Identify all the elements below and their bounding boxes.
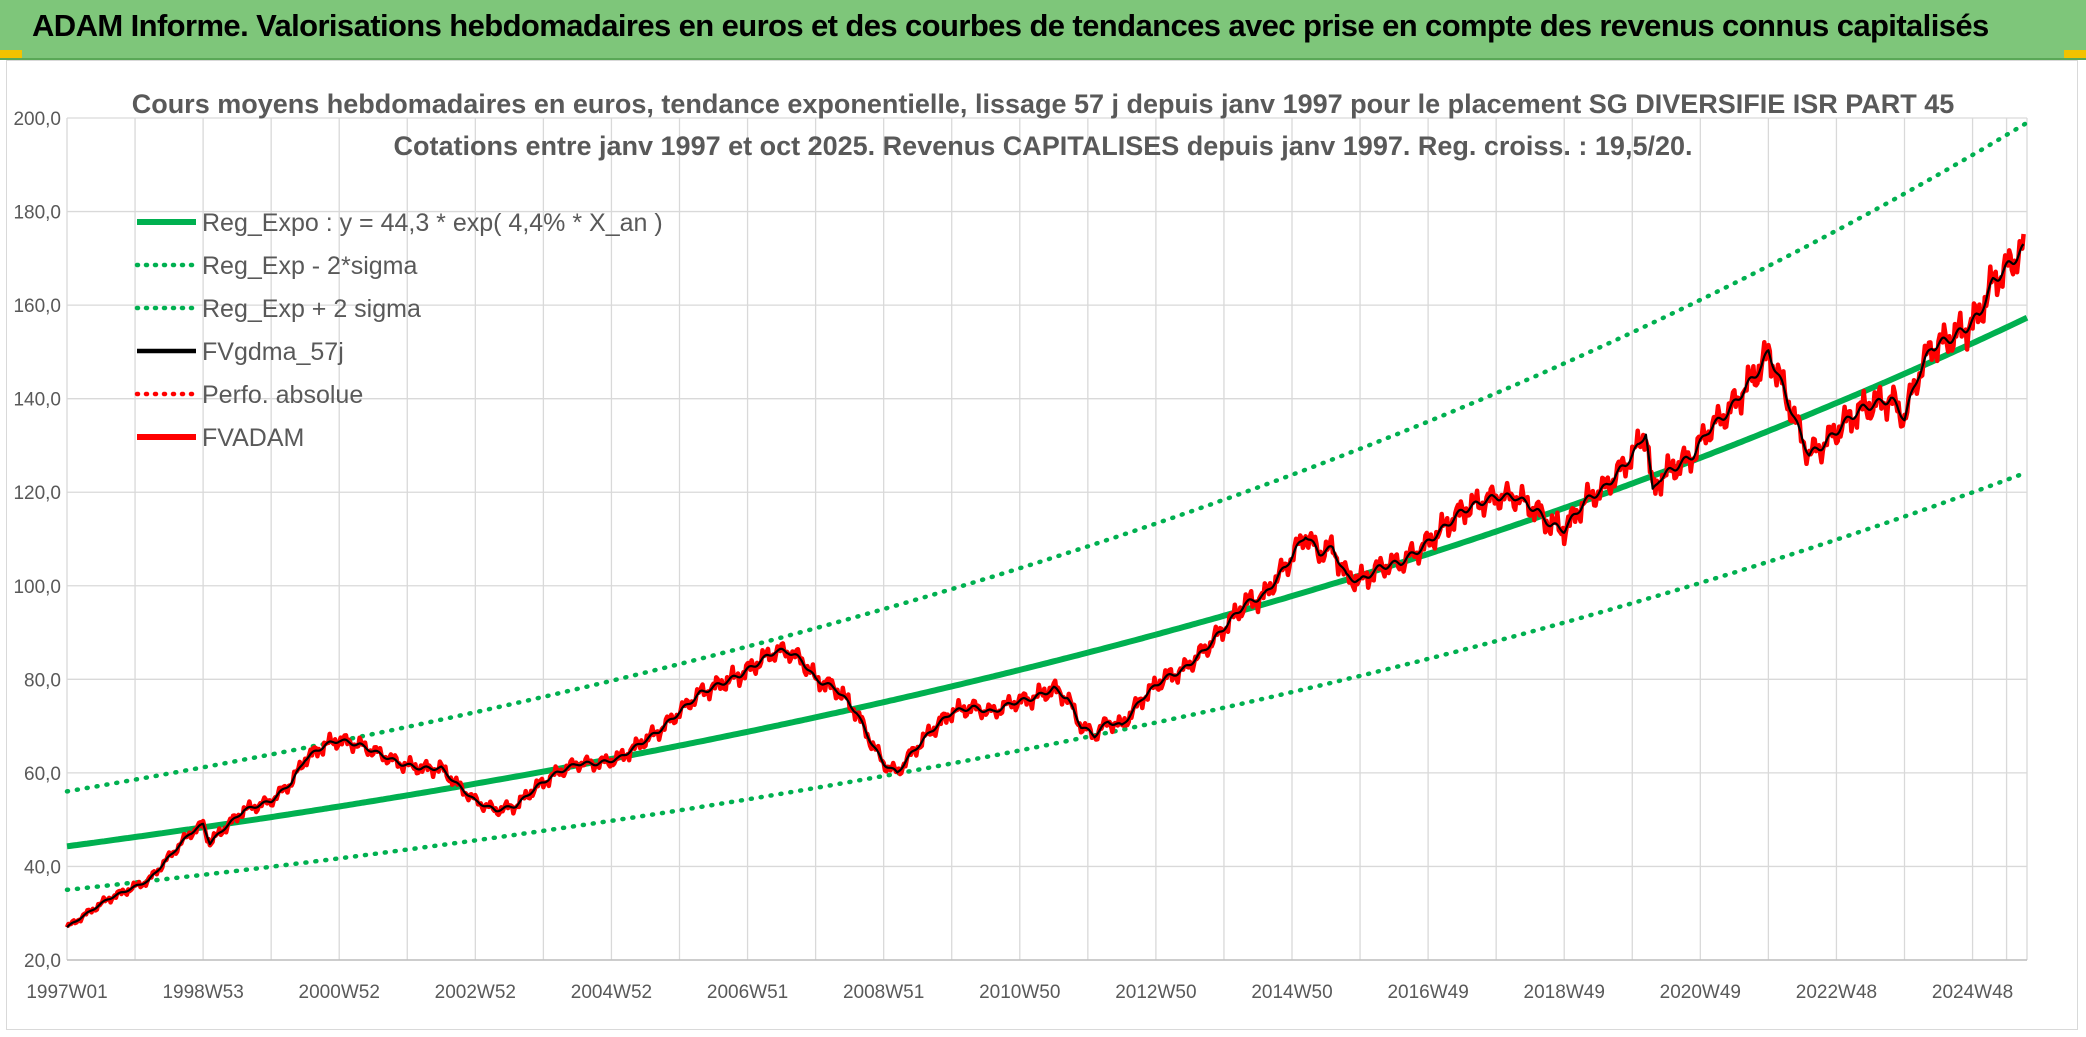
- y-tick-label: 200,0: [13, 109, 61, 130]
- x-tick-label: 2000W52: [299, 982, 380, 1003]
- legend-label: FVgdma_57j: [202, 338, 344, 366]
- legend-label: Perfo. absolue: [202, 381, 363, 409]
- x-tick-label: 1998W53: [162, 982, 243, 1003]
- y-tick-label: 80,0: [24, 670, 61, 691]
- x-tick-label: 2010W50: [979, 982, 1060, 1003]
- chart-title-line-1: Cours moyens hebdomadaires en euros, ten…: [132, 89, 1955, 119]
- y-tick-label: 20,0: [24, 951, 61, 972]
- legend-item: Perfo. absolue: [134, 381, 363, 409]
- legend-item: FVgdma_57j: [137, 338, 344, 366]
- x-tick-label: 2016W49: [1387, 982, 1468, 1003]
- chart-grid: [66, 117, 2028, 961]
- chart-legend: Reg_Expo : y = 44,3 * exp( 4,4% * X_an )…: [134, 209, 663, 452]
- x-axis-ticks: 1997W01 1998W53 2000W52 2002W52 2004W52 2006W…: [26, 982, 2013, 1003]
- legend-item: FVADAM: [137, 424, 304, 452]
- reg-exp-plus-2-sigma-line: [64, 120, 2030, 794]
- x-tick-label: 2012W50: [1115, 982, 1196, 1003]
- y-tick-label: 40,0: [24, 857, 61, 878]
- x-tick-label: 2014W50: [1251, 982, 1332, 1003]
- y-tick-label: 120,0: [13, 483, 61, 504]
- reg-exp-minus-2-sigma-line: [64, 469, 2030, 893]
- x-tick-label: 1997W01: [26, 982, 107, 1003]
- x-tick-label: 2002W52: [435, 982, 516, 1003]
- chart-frame: [6, 60, 2078, 1030]
- x-tick-label: 2024W48: [1932, 982, 2013, 1003]
- legend-item: Reg_Exp + 2 sigma: [134, 295, 421, 323]
- fvadam-line: [64, 233, 2026, 929]
- chart-series: [64, 120, 2030, 929]
- y-tick-label: 180,0: [13, 203, 61, 224]
- x-tick-label: 2006W51: [707, 982, 788, 1003]
- fvgdma-57j-line: [66, 243, 2025, 929]
- chart-title-line-2: Cotations entre janv 1997 et oct 2025. R…: [393, 131, 1692, 161]
- x-tick-label: 2008W51: [843, 982, 924, 1003]
- reg-expo-line: [66, 314, 2029, 850]
- legend-label: Reg_Exp + 2 sigma: [202, 295, 421, 323]
- legend-label: Reg_Exp - 2*sigma: [202, 252, 417, 280]
- legend-item: Reg_Expo : y = 44,3 * exp( 4,4% * X_an ): [137, 209, 663, 237]
- legend-item: Reg_Exp - 2*sigma: [134, 252, 417, 280]
- legend-label: FVADAM: [202, 424, 304, 452]
- y-axis-ticks: 20,0 40,0 60,0 80,0 100,0 120,0 140,0 160,0 180,…: [13, 109, 61, 972]
- report-banner: ADAM Informe. Valorisations hebdomadaire…: [0, 0, 2086, 60]
- y-tick-label: 160,0: [13, 296, 61, 317]
- y-tick-label: 140,0: [13, 390, 61, 411]
- legend-label: Reg_Expo : y = 44,3 * exp( 4,4% * X_an ): [202, 209, 663, 237]
- x-tick-label: 2020W49: [1660, 982, 1741, 1003]
- banner-accent-right: [2064, 50, 2086, 58]
- y-tick-label: 60,0: [24, 764, 61, 785]
- x-tick-label: 2022W48: [1796, 982, 1877, 1003]
- x-tick-label: 2018W49: [1524, 982, 1605, 1003]
- banner-accent-left: [0, 50, 22, 58]
- report-title: ADAM Informe. Valorisations hebdomadaire…: [32, 8, 1989, 43]
- x-tick-label: 2004W52: [571, 982, 652, 1003]
- y-tick-label: 100,0: [13, 577, 61, 598]
